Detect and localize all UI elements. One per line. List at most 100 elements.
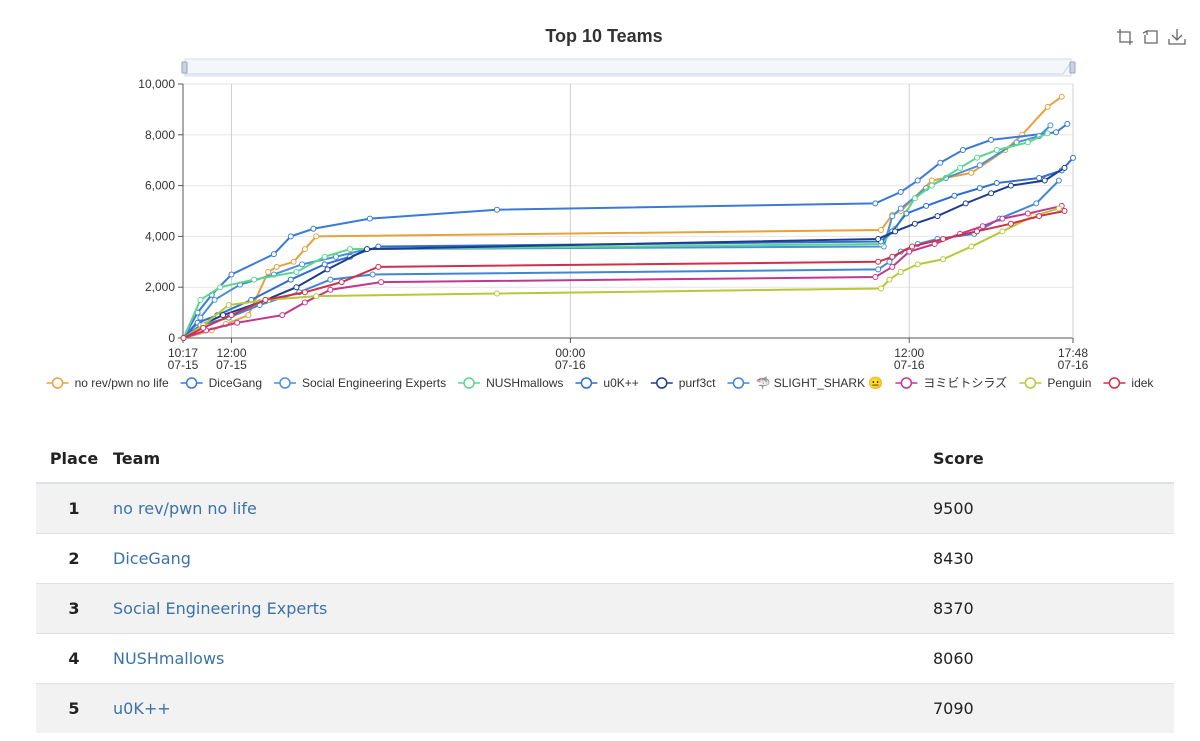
data-point: [875, 235, 882, 242]
x-tick-label-time: 00:00: [555, 346, 585, 360]
data-point: [906, 248, 913, 255]
legend-item[interactable]: DiceGang: [180, 376, 262, 390]
data-point: [327, 286, 334, 293]
legend-item[interactable]: 🦈 SLIGHT_SHARK 😐: [727, 376, 883, 390]
data-point: [228, 312, 235, 319]
data-point: [493, 206, 500, 213]
legend-item[interactable]: no rev/pwn no life: [46, 376, 169, 390]
data-point: [375, 263, 382, 270]
legend-item[interactable]: u0K++: [575, 376, 639, 390]
scoreboard-table: Place Team Score 1 no rev/pwn no life 95…: [36, 434, 1174, 733]
team-link[interactable]: DiceGang: [113, 549, 191, 568]
data-point: [962, 200, 969, 207]
legend-label: u0K++: [603, 376, 638, 390]
data-point: [999, 228, 1006, 235]
data-point: [892, 228, 899, 235]
data-point: [273, 263, 280, 270]
data-point: [951, 192, 958, 199]
data-point: [993, 147, 1000, 154]
data-point: [287, 233, 294, 240]
legend-marker-icon: [656, 377, 668, 389]
table-header-row: Place Team Score: [36, 434, 1174, 484]
data-point: [270, 251, 277, 258]
download-icon[interactable]: [1168, 28, 1186, 46]
legend-label: ヨミビトシラズ: [923, 375, 1007, 390]
data-point: [914, 177, 921, 184]
series-group: [180, 202, 1065, 341]
legend-marker-icon: [900, 377, 913, 389]
legend-item[interactable]: ヨミビトシラズ: [895, 375, 1007, 390]
score-cell: 7090: [933, 683, 1174, 733]
data-point: [324, 266, 331, 273]
data-point: [999, 215, 1006, 222]
series-group: [180, 177, 1062, 341]
legend-item[interactable]: NUSHmallows: [458, 376, 563, 390]
data-point: [369, 271, 376, 278]
team-cell: u0K++: [112, 683, 933, 733]
score-chart: Top 10 Teams 0 2,000 4,000 6,000 8,000 10,000 1…: [46, 26, 1154, 390]
place-cell: 5: [36, 683, 112, 733]
data-point: [897, 205, 904, 212]
series-group: [180, 120, 1071, 341]
legend-item[interactable]: purf3ct: [650, 376, 716, 390]
data-point: [1061, 208, 1068, 214]
data-point: [988, 136, 995, 143]
data-point: [988, 190, 995, 197]
series-line: [182, 179, 1060, 339]
series-group: [180, 130, 1051, 341]
legend-item[interactable]: Penguin: [1019, 376, 1091, 390]
legend-label: NUSHmallows: [486, 376, 563, 390]
data-point: [1036, 213, 1043, 220]
data-point: [979, 223, 986, 230]
y-tick-label: 6,000: [145, 179, 175, 193]
data-point: [211, 296, 218, 303]
data-point: [313, 293, 320, 300]
legend-label: purf3ct: [679, 376, 716, 390]
score-cell: 8060: [933, 633, 1174, 684]
data-point: [937, 159, 944, 166]
team-cell: NUSHmallows: [112, 633, 933, 684]
data-point: [872, 274, 879, 281]
score-cell: 8430: [933, 533, 1174, 584]
data-point: [287, 276, 294, 283]
data-point: [1064, 120, 1071, 127]
data-point: [217, 284, 224, 291]
team-cell: no rev/pwn no life: [112, 482, 933, 534]
legend-item[interactable]: Social Engineering Experts: [273, 376, 446, 390]
place-cell: 1: [36, 482, 112, 534]
data-point: [301, 299, 308, 306]
data-point: [1047, 122, 1054, 129]
x-tick-label-date: 07-15: [216, 358, 247, 372]
y-tick-label: 4,000: [145, 229, 175, 243]
data-point: [1055, 177, 1062, 184]
data-point: [262, 296, 269, 303]
data-point: [220, 312, 227, 319]
legend-marker-icon: [51, 377, 64, 389]
data-point: [875, 258, 882, 265]
data-point: [1055, 205, 1062, 212]
data-point: [957, 164, 964, 171]
legend-item[interactable]: idek: [1103, 376, 1154, 390]
team-link[interactable]: no rev/pwn no life: [113, 499, 257, 518]
data-point: [973, 228, 980, 235]
team-link[interactable]: NUSHmallows: [113, 649, 225, 668]
x-tick-label-time: 10:17: [168, 346, 198, 360]
datazoom-slider: [184, 58, 1072, 77]
data-point: [909, 243, 916, 250]
zoom-icon[interactable]: [1116, 28, 1134, 46]
zoom-reset-icon[interactable]: [1142, 28, 1160, 46]
data-point: [378, 279, 385, 286]
data-point: [200, 324, 207, 331]
team-link[interactable]: Social Engineering Experts: [113, 599, 328, 618]
data-point: [973, 154, 980, 161]
data-point: [197, 296, 204, 303]
table-row: 2 DiceGang 8430: [36, 533, 1174, 584]
team-link[interactable]: u0K++: [113, 699, 171, 718]
data-point: [1036, 174, 1043, 181]
data-point: [903, 210, 910, 217]
data-point: [225, 301, 232, 308]
x-tick-label-time: 12:00: [894, 346, 924, 360]
datazoom-preview: [185, 61, 1072, 75]
data-point: [332, 253, 339, 260]
data-point: [928, 182, 935, 189]
